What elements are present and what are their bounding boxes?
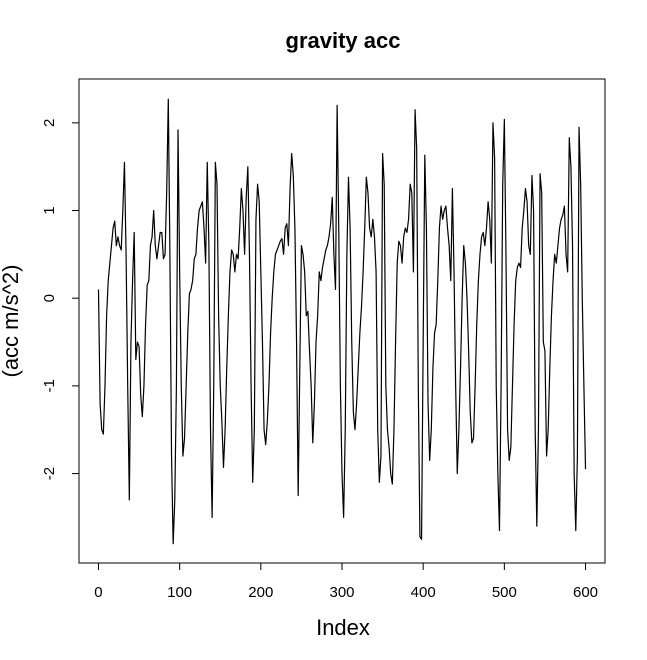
y-tick-label: 1 bbox=[41, 206, 58, 214]
x-tick-label: 500 bbox=[492, 584, 517, 601]
x-axis-label: Index bbox=[316, 615, 370, 640]
y-tick-label: 2 bbox=[41, 119, 58, 127]
y-tick-label: -1 bbox=[41, 379, 58, 392]
x-tick-label: 400 bbox=[411, 584, 436, 601]
x-tick-label: 600 bbox=[573, 584, 598, 601]
y-axis: -2 -1 0 1 2 bbox=[41, 119, 80, 480]
x-tick-label: 200 bbox=[248, 584, 273, 601]
chart-title: gravity acc bbox=[286, 28, 401, 53]
x-tick-label: 0 bbox=[94, 584, 102, 601]
y-axis-label: (acc m/s^2) bbox=[0, 265, 23, 378]
y-tick-label: -2 bbox=[41, 467, 58, 480]
y-tick-label: 0 bbox=[41, 294, 58, 302]
x-tick-label: 300 bbox=[329, 584, 354, 601]
x-axis: 0 100 200 300 400 500 600 bbox=[94, 562, 598, 601]
x-tick-label: 100 bbox=[167, 584, 192, 601]
series-line bbox=[97, 98, 587, 545]
plot-frame bbox=[78, 78, 606, 564]
